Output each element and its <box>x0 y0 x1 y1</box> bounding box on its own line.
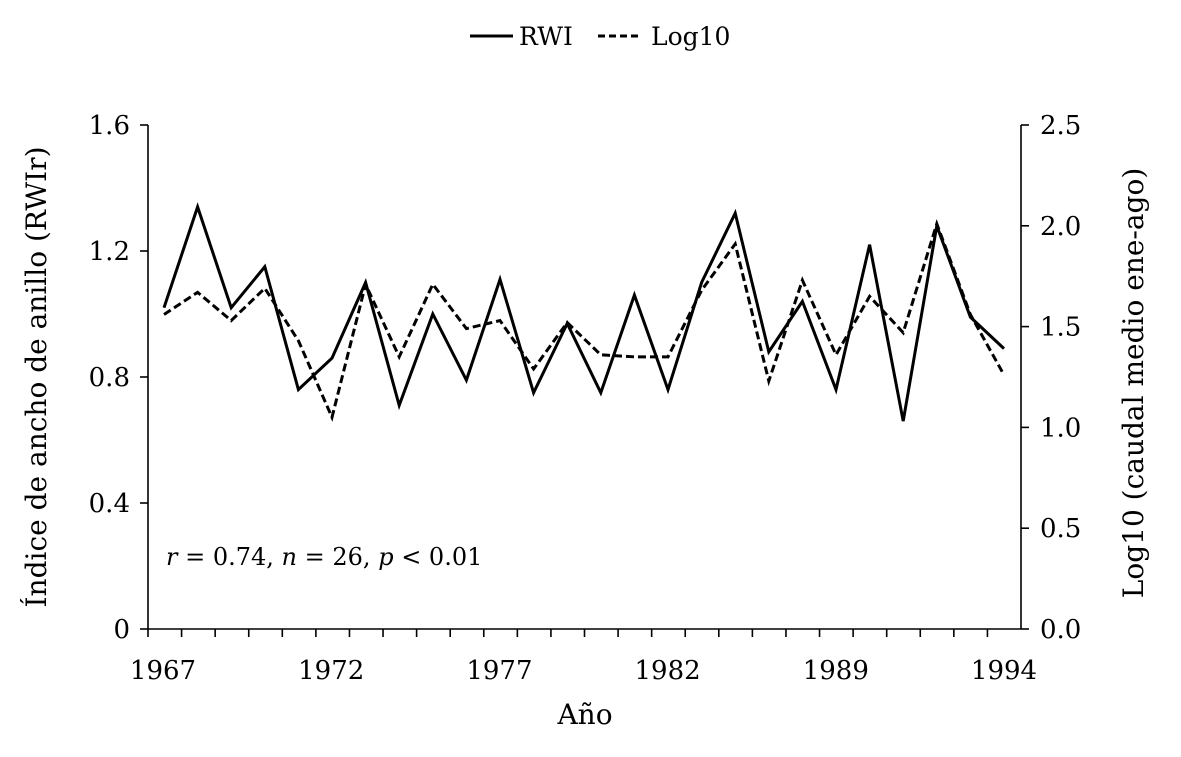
series-log10-line <box>163 219 1006 422</box>
left-y-tick-label: 0.8 <box>89 363 130 393</box>
right-y-tick-label: 1.5 <box>1040 313 1081 343</box>
right-y-tick-label: 2.5 <box>1040 111 1081 141</box>
left-y-tick-label: 1.2 <box>89 237 130 267</box>
right-y-ticks: 0.0 0.5 1.0 1.5 2.0 2.5 <box>1021 111 1081 645</box>
left-y-axis-title: Índice de ancho de anillo (RWIr) <box>20 146 53 607</box>
left-y-ticks: 0 0.4 0.8 1.2 1.6 <box>89 111 148 645</box>
right-y-axis-title: Log10 (caudal medio ene-ago) <box>1117 168 1150 599</box>
right-y-tick-label: 0.5 <box>1040 514 1081 544</box>
series-rwi-line <box>162 202 1006 422</box>
legend-rwi-label: RWI <box>519 22 573 51</box>
right-y-tick-label: 2.0 <box>1040 212 1081 242</box>
x-tick-label: 1982 <box>635 656 701 686</box>
x-tick-label: 1972 <box>298 656 364 686</box>
stats-annotation: r = 0.74, n = 26, p < 0.01 <box>166 543 482 571</box>
x-ticks: 1967 1972 1977 1982 1989 1994 <box>130 629 1037 686</box>
left-y-tick-label: 1.6 <box>89 111 130 141</box>
x-tick-label: 1994 <box>971 656 1037 686</box>
legend: RWI Log10 <box>470 22 730 51</box>
x-tick-label: 1977 <box>466 656 532 686</box>
right-y-tick-label: 1.0 <box>1040 413 1081 443</box>
x-tick-label: 1967 <box>130 656 196 686</box>
legend-log10-label: Log10 <box>651 22 730 51</box>
x-axis-title: Año <box>556 698 612 731</box>
right-y-tick-label: 0.0 <box>1040 615 1081 645</box>
left-y-tick-label: 0 <box>113 615 130 645</box>
x-tick-label: 1989 <box>803 656 869 686</box>
left-y-tick-label: 0.4 <box>89 489 130 519</box>
